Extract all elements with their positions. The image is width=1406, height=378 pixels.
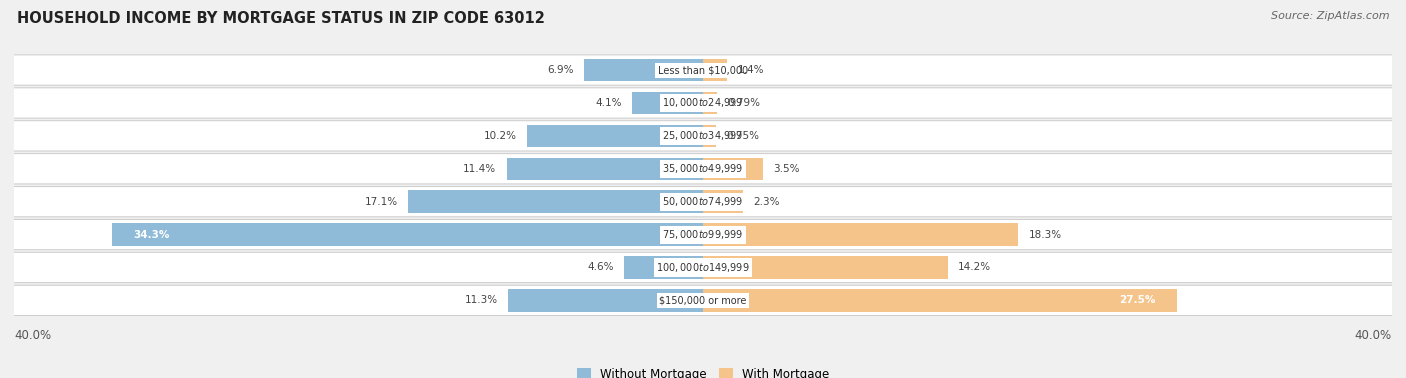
Bar (703, 158, 763, 180)
Text: 14.2%: 14.2% (957, 262, 991, 273)
Text: 27.5%: 27.5% (1119, 295, 1156, 305)
FancyBboxPatch shape (6, 88, 1400, 118)
Bar (703, 256, 948, 279)
Text: $150,000 or more: $150,000 or more (659, 295, 747, 305)
Bar (703, 92, 717, 114)
FancyBboxPatch shape (6, 285, 1400, 316)
Text: $75,000 to $99,999: $75,000 to $99,999 (662, 228, 744, 241)
Text: 4.1%: 4.1% (596, 98, 621, 108)
FancyBboxPatch shape (6, 121, 1400, 151)
Text: 0.75%: 0.75% (727, 131, 759, 141)
Text: 11.4%: 11.4% (463, 164, 496, 174)
Bar (703, 59, 727, 81)
FancyBboxPatch shape (6, 253, 1400, 283)
FancyBboxPatch shape (6, 186, 1400, 217)
Bar (409, 191, 703, 213)
Text: $10,000 to $24,999: $10,000 to $24,999 (662, 96, 744, 110)
Legend: Without Mortgage, With Mortgage: Without Mortgage, With Mortgage (576, 368, 830, 378)
Bar (703, 223, 1018, 246)
Text: 1.4%: 1.4% (738, 65, 763, 75)
Text: 34.3%: 34.3% (134, 229, 169, 240)
Text: 4.6%: 4.6% (586, 262, 613, 273)
Text: 2.3%: 2.3% (754, 197, 779, 207)
Bar (112, 223, 703, 246)
Text: $25,000 to $34,999: $25,000 to $34,999 (662, 129, 744, 143)
Text: 18.3%: 18.3% (1029, 229, 1062, 240)
Text: $50,000 to $74,999: $50,000 to $74,999 (662, 195, 744, 208)
Text: Source: ZipAtlas.com: Source: ZipAtlas.com (1271, 11, 1389, 21)
Bar (509, 289, 703, 311)
Text: 10.2%: 10.2% (484, 131, 517, 141)
Bar (633, 92, 703, 114)
Text: 3.5%: 3.5% (773, 164, 800, 174)
Bar (527, 125, 703, 147)
Bar (624, 256, 703, 279)
FancyBboxPatch shape (6, 153, 1400, 184)
Text: 6.9%: 6.9% (547, 65, 574, 75)
Text: 0.79%: 0.79% (727, 98, 759, 108)
Text: HOUSEHOLD INCOME BY MORTGAGE STATUS IN ZIP CODE 63012: HOUSEHOLD INCOME BY MORTGAGE STATUS IN Z… (17, 11, 544, 26)
Bar (703, 125, 716, 147)
Bar (703, 289, 1177, 311)
FancyBboxPatch shape (6, 55, 1400, 85)
Text: 11.3%: 11.3% (465, 295, 498, 305)
Bar (703, 191, 742, 213)
Text: $100,000 to $149,999: $100,000 to $149,999 (657, 261, 749, 274)
Bar (506, 158, 703, 180)
Text: 40.0%: 40.0% (14, 329, 51, 342)
Text: Less than $10,000: Less than $10,000 (658, 65, 748, 75)
Text: 17.1%: 17.1% (366, 197, 398, 207)
Text: 40.0%: 40.0% (1355, 329, 1392, 342)
Text: $35,000 to $49,999: $35,000 to $49,999 (662, 162, 744, 175)
FancyBboxPatch shape (6, 220, 1400, 250)
Bar (583, 59, 703, 81)
